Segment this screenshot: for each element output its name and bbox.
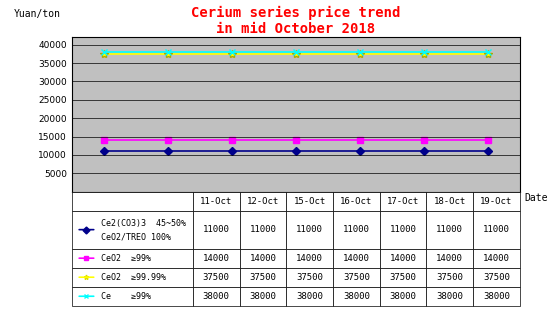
Text: CeO2  ≥99.99%: CeO2 ≥99.99% xyxy=(101,273,166,282)
Text: 14000: 14000 xyxy=(296,254,323,263)
Text: 11000: 11000 xyxy=(343,225,370,234)
Bar xyxy=(286,287,333,306)
Text: 17-Oct: 17-Oct xyxy=(387,197,419,206)
Bar xyxy=(239,249,286,268)
Text: 37500: 37500 xyxy=(343,273,370,282)
Text: 11000: 11000 xyxy=(249,225,276,234)
Bar xyxy=(473,192,520,211)
Bar xyxy=(72,268,193,287)
Bar xyxy=(426,192,473,211)
Bar xyxy=(473,268,520,287)
Text: 16-Oct: 16-Oct xyxy=(340,197,373,206)
Text: 11000: 11000 xyxy=(203,225,229,234)
Text: 38000: 38000 xyxy=(203,292,229,301)
Text: 38000: 38000 xyxy=(296,292,323,301)
Bar xyxy=(239,192,286,211)
Text: 37500: 37500 xyxy=(483,273,510,282)
Text: 37500: 37500 xyxy=(203,273,229,282)
Text: 37500: 37500 xyxy=(436,273,463,282)
Bar xyxy=(286,211,333,249)
Bar xyxy=(473,211,520,249)
Text: 11000: 11000 xyxy=(483,225,510,234)
Bar xyxy=(193,268,239,287)
Bar xyxy=(72,192,193,211)
Bar xyxy=(286,249,333,268)
Bar xyxy=(193,192,239,211)
Bar xyxy=(286,192,333,211)
Text: Yuan/ton: Yuan/ton xyxy=(14,9,61,19)
Text: 11-Oct: 11-Oct xyxy=(200,197,232,206)
Bar xyxy=(333,249,380,268)
Bar xyxy=(473,287,520,306)
Text: 38000: 38000 xyxy=(249,292,276,301)
Text: 14000: 14000 xyxy=(436,254,463,263)
Bar xyxy=(193,287,239,306)
Bar xyxy=(193,211,239,249)
Text: 14000: 14000 xyxy=(483,254,510,263)
Text: 38000: 38000 xyxy=(343,292,370,301)
Bar xyxy=(380,249,426,268)
Text: 14000: 14000 xyxy=(390,254,416,263)
Bar xyxy=(426,268,473,287)
Text: 11000: 11000 xyxy=(390,225,416,234)
Bar xyxy=(333,192,380,211)
Text: 14000: 14000 xyxy=(203,254,229,263)
Bar xyxy=(426,211,473,249)
Text: 38000: 38000 xyxy=(483,292,510,301)
Bar xyxy=(333,211,380,249)
Text: 15-Oct: 15-Oct xyxy=(294,197,326,206)
Text: CeO2/TREO 100%: CeO2/TREO 100% xyxy=(101,233,171,242)
Text: Ce2(CO3)3  45~50%: Ce2(CO3)3 45~50% xyxy=(101,219,186,228)
Title: Cerium series price trend
in mid October 2018: Cerium series price trend in mid October… xyxy=(191,6,400,36)
Text: 38000: 38000 xyxy=(390,292,416,301)
Bar xyxy=(239,287,286,306)
Bar xyxy=(380,192,426,211)
Bar xyxy=(72,287,193,306)
Text: 37500: 37500 xyxy=(249,273,276,282)
Text: 37500: 37500 xyxy=(296,273,323,282)
Text: 14000: 14000 xyxy=(249,254,276,263)
Text: 19-Oct: 19-Oct xyxy=(481,197,513,206)
Text: 37500: 37500 xyxy=(390,273,416,282)
Bar xyxy=(380,268,426,287)
Bar xyxy=(426,287,473,306)
Text: 38000: 38000 xyxy=(436,292,463,301)
Bar xyxy=(239,268,286,287)
Text: 11000: 11000 xyxy=(296,225,323,234)
Text: 14000: 14000 xyxy=(343,254,370,263)
Bar xyxy=(380,211,426,249)
Text: 12-Oct: 12-Oct xyxy=(247,197,279,206)
Bar xyxy=(333,268,380,287)
Bar xyxy=(286,268,333,287)
Bar xyxy=(426,249,473,268)
Text: Date: Date xyxy=(524,193,548,203)
Text: CeO2  ≥99%: CeO2 ≥99% xyxy=(101,254,151,263)
Bar xyxy=(193,249,239,268)
Bar xyxy=(380,287,426,306)
Bar xyxy=(72,211,193,249)
Text: 18-Oct: 18-Oct xyxy=(434,197,466,206)
Bar xyxy=(239,211,286,249)
Bar xyxy=(333,287,380,306)
Bar xyxy=(72,249,193,268)
Text: 11000: 11000 xyxy=(436,225,463,234)
Text: Ce    ≥99%: Ce ≥99% xyxy=(101,292,151,301)
Bar xyxy=(473,249,520,268)
